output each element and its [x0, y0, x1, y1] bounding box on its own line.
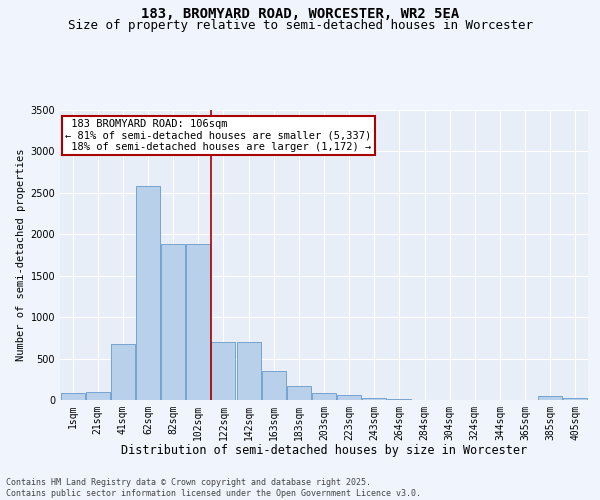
Text: 183, BROMYARD ROAD, WORCESTER, WR2 5EA: 183, BROMYARD ROAD, WORCESTER, WR2 5EA [141, 8, 459, 22]
Bar [111, 344, 135, 400]
Text: 183 BROMYARD ROAD: 106sqm
← 81% of semi-detached houses are smaller (5,337)
 18%: 183 BROMYARD ROAD: 106sqm ← 81% of semi-… [65, 118, 371, 152]
Bar [287, 386, 311, 400]
Bar [236, 342, 260, 400]
Bar [337, 394, 361, 400]
Bar [161, 244, 185, 400]
Bar [136, 186, 160, 400]
Bar [388, 399, 412, 400]
Text: Contains HM Land Registry data © Crown copyright and database right 2025.
Contai: Contains HM Land Registry data © Crown c… [6, 478, 421, 498]
Bar [538, 396, 562, 400]
Bar [61, 394, 85, 400]
Bar [86, 392, 110, 400]
Bar [211, 342, 235, 400]
Text: Size of property relative to semi-detached houses in Worcester: Size of property relative to semi-detach… [67, 19, 533, 32]
Bar [262, 371, 286, 400]
Bar [362, 398, 386, 400]
Y-axis label: Number of semi-detached properties: Number of semi-detached properties [16, 149, 26, 361]
Bar [312, 392, 336, 400]
X-axis label: Distribution of semi-detached houses by size in Worcester: Distribution of semi-detached houses by … [121, 444, 527, 458]
Bar [187, 244, 210, 400]
Bar [563, 398, 587, 400]
